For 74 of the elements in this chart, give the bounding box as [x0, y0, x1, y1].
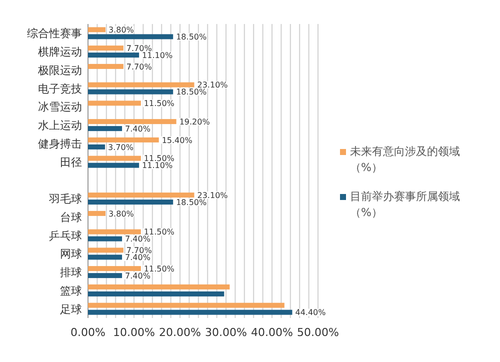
bar — [88, 27, 106, 32]
bar — [88, 144, 106, 150]
data-label: 3.80% — [108, 26, 134, 35]
bar — [88, 119, 176, 124]
x-tick-label: 10.00% — [113, 326, 155, 339]
y-tick-label: 冰雪运动 — [38, 100, 82, 114]
data-label: 18.50% — [176, 32, 207, 42]
y-tick-label: 羽毛球 — [49, 192, 82, 206]
bar — [88, 82, 194, 88]
y-tick-label: 足球 — [60, 302, 82, 316]
data-label: 11.10% — [142, 161, 173, 170]
y-tick-label: 篮球 — [60, 284, 82, 298]
bar — [88, 284, 230, 290]
y-tick-label: 台球 — [60, 210, 82, 224]
x-tick-label: 20.00% — [159, 326, 201, 339]
bar — [88, 52, 140, 58]
bar — [88, 34, 174, 40]
bar — [88, 89, 174, 94]
y-tick-label: 网球 — [60, 248, 82, 261]
y-tick-label: 水上运动 — [38, 119, 82, 132]
bar — [88, 162, 140, 168]
y-tick-label: 极限运动 — [37, 64, 82, 77]
data-label: 23.10% — [197, 190, 228, 200]
data-label: 11.50% — [144, 264, 175, 274]
data-label: 7.70% — [126, 62, 152, 72]
x-tick-label: 0.00% — [70, 326, 106, 339]
bar — [88, 100, 141, 106]
bar — [88, 229, 141, 234]
data-label: 7.40% — [125, 271, 151, 280]
y-tick-label: 健身搏击 — [38, 137, 82, 150]
y-tick-label: 电子竞技 — [38, 82, 82, 96]
data-label: 19.20% — [179, 117, 210, 126]
data-label: 7.70% — [126, 44, 152, 53]
data-label: 44.40% — [295, 308, 326, 318]
y-tick-label: 综合性赛事 — [27, 27, 82, 40]
bar — [88, 291, 224, 296]
y-tick-label: 乒乓球 — [49, 229, 82, 242]
bar — [88, 126, 122, 132]
data-label: 3.80% — [108, 209, 134, 218]
bar — [88, 46, 124, 51]
data-label: 7.40% — [125, 124, 151, 134]
bar — [88, 266, 141, 272]
bar — [88, 302, 284, 308]
data-label: 7.40% — [125, 253, 151, 262]
data-label: 11.10% — [142, 50, 173, 60]
data-label: 11.50% — [144, 228, 175, 237]
data-label: 23.10% — [197, 80, 228, 90]
data-label: 3.70% — [108, 142, 134, 152]
y-tick-label: 棋牌运动 — [38, 46, 82, 59]
data-label: 11.50% — [144, 99, 175, 108]
data-label: 18.50% — [176, 198, 207, 207]
data-label: 7.40% — [125, 234, 151, 244]
legend-label: 目前举办赛事所属领域（%） — [350, 190, 460, 219]
bar — [88, 236, 122, 242]
data-label: 7.70% — [126, 246, 152, 256]
bar — [88, 273, 122, 278]
bar — [88, 210, 106, 216]
x-tick-label: 40.00% — [251, 326, 293, 339]
bar — [88, 156, 141, 161]
bar — [88, 137, 159, 142]
x-tick-label: 30.00% — [205, 326, 247, 339]
y-tick-label: 排球 — [60, 266, 82, 280]
bar — [88, 64, 124, 69]
legend-label: 未来有意向涉及的领域（%） — [350, 145, 460, 174]
bar — [88, 310, 292, 315]
bar — [88, 248, 124, 253]
data-label: 18.50% — [176, 88, 207, 97]
data-label: 11.50% — [144, 154, 175, 164]
bar — [88, 192, 194, 198]
y-tick-label: 田径 — [60, 156, 82, 169]
data-label: 15.40% — [162, 136, 193, 145]
bar — [88, 254, 122, 260]
bar — [88, 200, 174, 205]
x-tick-label: 50.00% — [297, 326, 339, 339]
